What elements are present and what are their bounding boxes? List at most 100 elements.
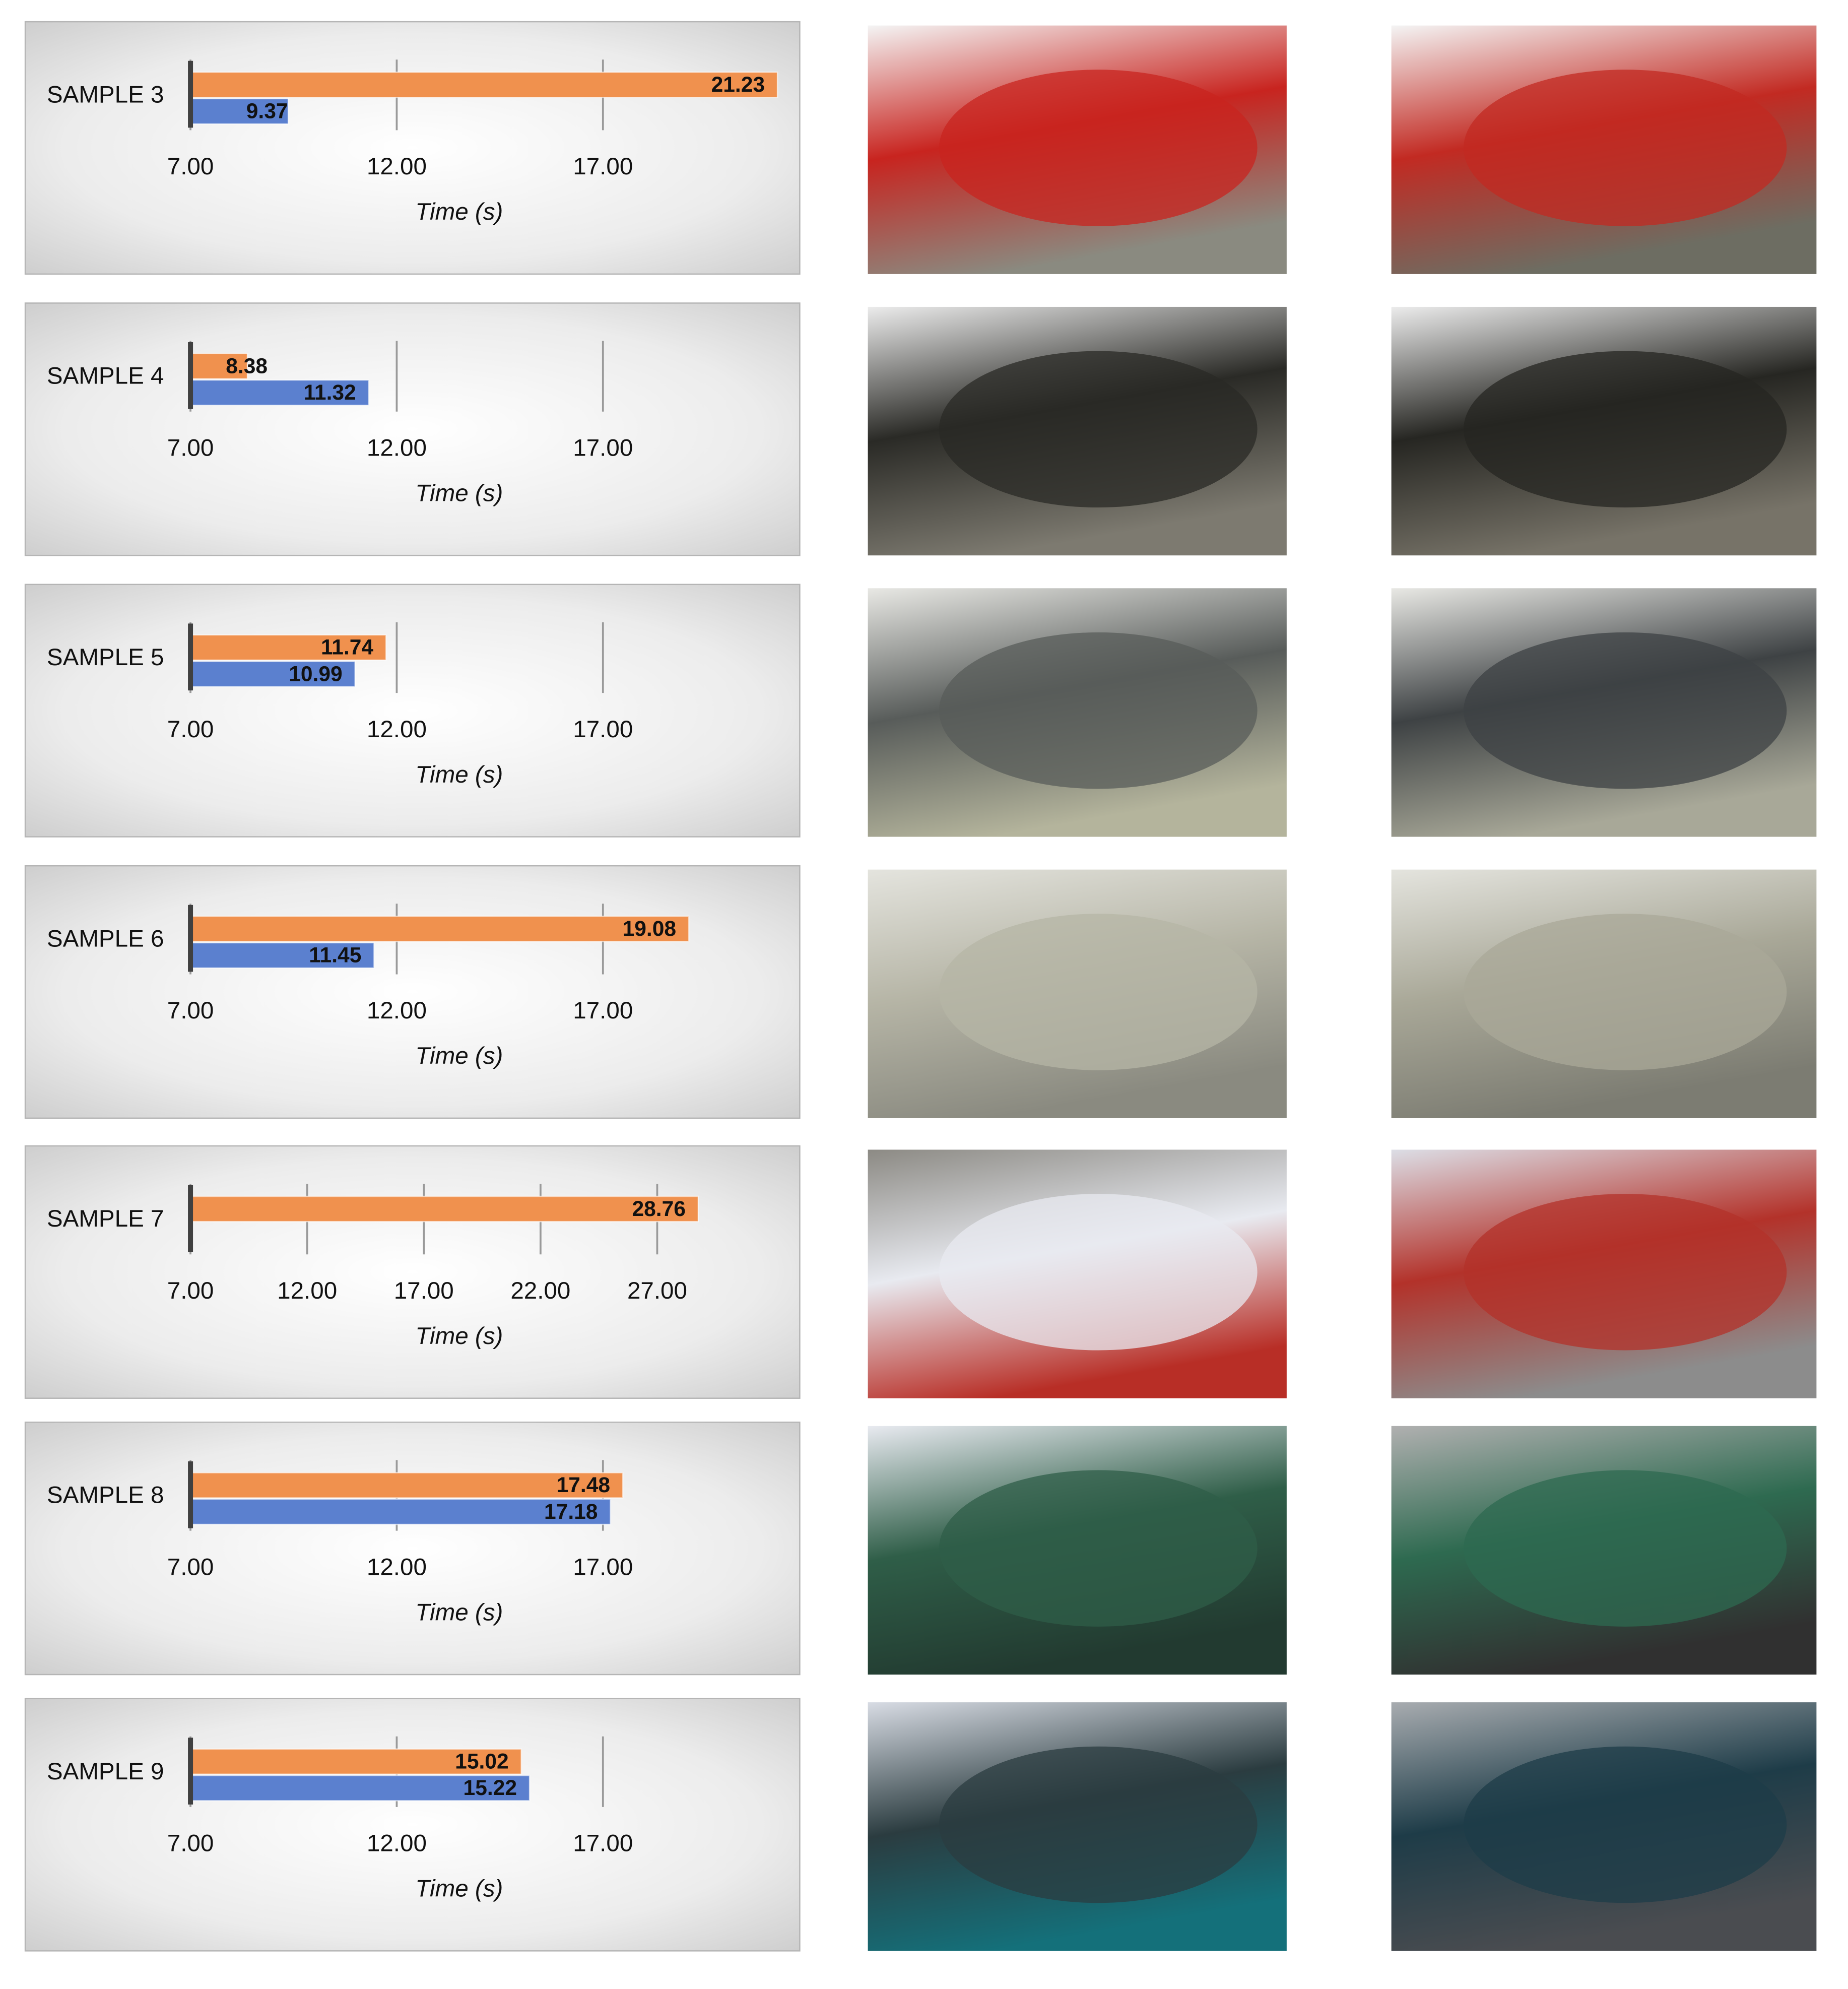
photo [1391, 25, 1817, 274]
plot-area [189, 341, 604, 412]
x-tick-label: 12.00 [277, 1277, 337, 1304]
plot-area [189, 1184, 699, 1255]
photo [868, 25, 1287, 274]
photo-object [1464, 351, 1787, 508]
photo-object [1464, 1470, 1787, 1627]
x-axis-title: Time (s) [415, 199, 503, 225]
plot-area [189, 622, 604, 693]
x-tick-label: 17.00 [394, 1277, 454, 1304]
data-label: 11.74 [321, 635, 373, 660]
photo [1391, 306, 1817, 556]
x-tick-label: 7.00 [167, 716, 214, 743]
bar [189, 72, 778, 98]
category-label: SAMPLE 4 [47, 363, 164, 390]
category-label: SAMPLE 6 [47, 925, 164, 952]
x-axis-title: Time (s) [415, 761, 503, 788]
chart: 7.00 12.00 17.00 8.38 11.32 SAMPLE 4 Time (s) [24, 302, 801, 556]
bar [189, 916, 690, 942]
category-label: SAMPLE 7 [47, 1205, 164, 1232]
x-tick-label: 12.00 [367, 1830, 427, 1857]
bar [189, 634, 387, 661]
data-label: 17.18 [544, 1500, 598, 1524]
data-label: 17.48 [557, 1473, 610, 1497]
photo [868, 306, 1287, 556]
photo-object [1464, 632, 1787, 789]
photo-object [939, 1746, 1258, 1903]
photo-object [1464, 1194, 1787, 1351]
category-label: SAMPLE 3 [47, 81, 164, 108]
x-tick-label: 17.00 [573, 434, 633, 461]
data-label: 21.23 [711, 73, 765, 97]
data-label: 19.08 [623, 917, 676, 941]
data-label: 28.76 [632, 1197, 685, 1221]
photo-object [939, 1194, 1258, 1351]
bar [189, 1748, 522, 1775]
photo-object [1464, 70, 1787, 226]
photo-object [939, 632, 1258, 789]
bar [189, 1775, 531, 1802]
x-tick-label: 12.00 [367, 716, 427, 743]
photo [1391, 1702, 1817, 1951]
bar [189, 98, 289, 125]
x-tick-label: 7.00 [167, 997, 214, 1024]
x-tick-label: 27.00 [627, 1277, 687, 1304]
photo-object [939, 70, 1258, 226]
bar [189, 379, 370, 406]
data-label: 11.45 [309, 943, 361, 968]
chart-background [24, 1698, 801, 1952]
photo-object [939, 1470, 1258, 1627]
data-label: 8.38 [226, 354, 268, 378]
chart-background [24, 21, 801, 275]
photo [1391, 869, 1817, 1118]
x-tick-label: 7.00 [167, 1277, 214, 1304]
x-tick-label: 17.00 [573, 153, 633, 180]
photo [868, 869, 1287, 1118]
chart: 7.00 12.00 17.00 19.08 11.45 SAMPLE 6 Time (s) [24, 865, 801, 1119]
x-axis-title: Time (s) [415, 1043, 503, 1069]
category-label: SAMPLE 5 [47, 644, 164, 671]
plot-area [189, 1460, 624, 1531]
plot-area [189, 904, 690, 975]
data-label: 15.22 [464, 1776, 517, 1800]
photo [1391, 1426, 1817, 1675]
x-axis-title: Time (s) [415, 1323, 503, 1350]
x-tick-label: 12.00 [367, 153, 427, 180]
x-tick-label: 12.00 [367, 997, 427, 1024]
x-tick-label: 12.00 [367, 1554, 427, 1580]
photo [1391, 1149, 1817, 1398]
bar [189, 353, 248, 379]
chart-background [24, 865, 801, 1119]
x-tick-label: 7.00 [167, 434, 214, 461]
data-label: 11.32 [304, 380, 356, 405]
x-tick-label: 17.00 [573, 1554, 633, 1580]
data-label: 15.02 [455, 1750, 508, 1774]
chart-background [24, 1145, 801, 1399]
chart: 7.00 12.00 17.00 21.23 9.37 SAMPLE 3 Time (s) [24, 21, 801, 275]
photo-object [1464, 914, 1787, 1070]
photo-object [939, 914, 1258, 1070]
category-label: SAMPLE 8 [47, 1482, 164, 1509]
chart-background [24, 1422, 801, 1676]
x-tick-label: 22.00 [510, 1277, 570, 1304]
x-axis-title: Time (s) [415, 1599, 503, 1626]
x-tick-label: 7.00 [167, 1554, 214, 1580]
photo-object [939, 351, 1258, 508]
chart-background [24, 584, 801, 838]
photo [868, 588, 1287, 837]
chart: 7.00 12.00 17.00 17.48 17.18 SAMPLE 8 Time (s) [24, 1422, 801, 1676]
category-label: SAMPLE 9 [47, 1758, 164, 1785]
x-axis-title: Time (s) [415, 480, 503, 507]
x-tick-label: 17.00 [573, 1830, 633, 1857]
data-label: 9.37 [246, 99, 288, 123]
photo [868, 1702, 1287, 1951]
x-tick-label: 17.00 [573, 997, 633, 1024]
x-tick-label: 7.00 [167, 1830, 214, 1857]
bar [189, 1472, 624, 1499]
photo [868, 1149, 1287, 1398]
x-tick-label: 12.00 [367, 434, 427, 461]
photo [1391, 588, 1817, 837]
